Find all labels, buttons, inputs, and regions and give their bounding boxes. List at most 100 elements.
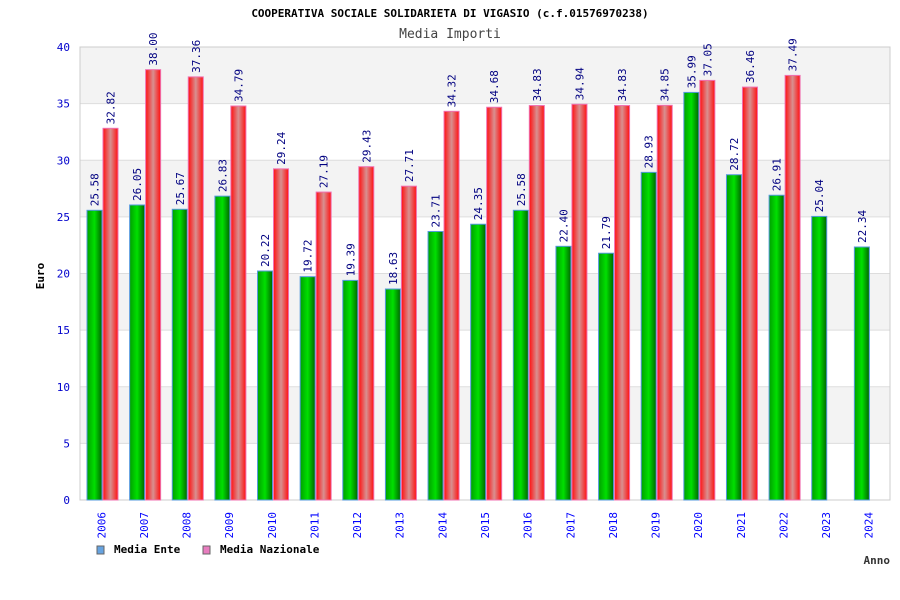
data-label: 19.39 [344, 243, 357, 276]
data-label: 19.72 [302, 240, 315, 273]
x-tick-label: 2012 [351, 512, 364, 539]
bar-media-ente [555, 245, 572, 501]
bar-media-nazionale [145, 69, 162, 501]
bar-media-nazionale [273, 168, 290, 501]
y-tick-label: 35 [57, 98, 70, 111]
chart-title: COOPERATIVA SOCIALE SOLIDARIETA DI VIGAS… [251, 7, 648, 20]
y-tick-label: 5 [63, 437, 70, 450]
bar-media-ente [725, 174, 742, 501]
bar-media-nazionale [187, 76, 204, 501]
x-tick-label: 2017 [564, 512, 577, 539]
data-label: 21.79 [600, 216, 613, 249]
data-label: 27.19 [318, 155, 331, 188]
bar-media-ente [342, 279, 359, 501]
bar-media-ente [86, 209, 103, 501]
bar-media-nazionale [102, 127, 119, 501]
bar-media-ente [683, 91, 700, 501]
bar-media-nazionale [614, 105, 631, 501]
legend-swatch-ente [96, 545, 105, 555]
data-label: 20.22 [259, 234, 272, 267]
bar-media-nazionale [230, 105, 247, 501]
data-label: 37.36 [190, 40, 203, 73]
data-label: 34.32 [446, 74, 459, 107]
bar-media-ente [640, 171, 657, 501]
data-label: 37.49 [787, 38, 800, 71]
data-label: 28.93 [643, 135, 656, 168]
chart-subtitle: Media Importi [399, 27, 501, 42]
x-tick-label: 2023 [820, 512, 833, 539]
y-tick-label: 10 [57, 381, 70, 394]
data-label: 24.35 [472, 187, 485, 220]
bar-media-ente [470, 223, 487, 501]
data-label: 22.40 [557, 209, 570, 242]
y-tick-label: 15 [57, 324, 70, 337]
bar-media-ente [512, 209, 529, 501]
data-label: 36.46 [744, 50, 757, 83]
data-label: 25.58 [89, 173, 102, 206]
bar-media-ente [427, 230, 444, 501]
bar-media-nazionale [784, 74, 801, 501]
legend-swatch-nazionale [202, 545, 211, 555]
x-tick-label: 2018 [607, 512, 620, 539]
bar-media-nazionale [656, 104, 673, 501]
bar-media-ente [171, 208, 188, 501]
bar-media-ente [214, 195, 231, 501]
x-tick-label: 2021 [735, 512, 748, 539]
data-label: 18.63 [387, 252, 400, 285]
data-label: 26.83 [216, 159, 229, 192]
data-label: 25.67 [174, 172, 187, 205]
bar-media-nazionale [400, 185, 417, 501]
data-label: 32.82 [105, 91, 118, 124]
x-tick-label: 2011 [308, 512, 321, 539]
x-axis-label: Anno [864, 554, 891, 567]
x-tick-label: 2006 [95, 512, 108, 539]
bar-media-nazionale [358, 166, 375, 501]
legend-label-nazionale: Media Nazionale [220, 543, 320, 556]
data-label: 34.85 [659, 68, 672, 101]
x-tick-label: 2024 [863, 512, 876, 539]
bar-media-ente [598, 252, 615, 501]
data-label: 27.71 [403, 149, 416, 182]
x-tick-label: 2013 [394, 512, 407, 539]
bar-media-ente [257, 270, 274, 501]
y-tick-label: 20 [57, 268, 70, 281]
legend: Media Ente Media Nazionale [96, 543, 320, 556]
data-label: 34.94 [573, 67, 586, 100]
legend-label-ente: Media Ente [114, 543, 181, 556]
bar-media-nazionale [486, 106, 503, 501]
data-label: 34.68 [488, 70, 501, 103]
bar-media-ente [129, 204, 146, 501]
bar-media-nazionale [699, 79, 716, 501]
data-label: 26.05 [131, 168, 144, 201]
bar-media-ente [768, 194, 785, 501]
data-label: 34.79 [232, 69, 245, 102]
bar-media-ente [853, 246, 870, 501]
bar-media-nazionale [315, 191, 332, 501]
x-tick-label: 2014 [436, 512, 449, 539]
y-axis-label: Euro [34, 262, 47, 289]
data-label: 26.91 [771, 158, 784, 191]
bar-media-nazionale [741, 86, 758, 501]
x-tick-label: 2015 [479, 512, 492, 539]
data-label: 34.83 [531, 68, 544, 101]
x-tick-label: 2010 [266, 512, 279, 539]
x-tick-label: 2022 [777, 512, 790, 539]
data-label: 22.34 [856, 210, 869, 243]
data-label: 34.83 [616, 68, 629, 101]
bar-media-ente [384, 288, 401, 501]
data-label: 23.71 [430, 194, 443, 227]
data-label: 29.24 [275, 131, 288, 164]
y-tick-label: 30 [57, 154, 70, 167]
bar-media-nazionale [528, 105, 545, 501]
data-label: 35.99 [685, 55, 698, 88]
data-label: 25.58 [515, 173, 528, 206]
x-tick-label: 2008 [181, 512, 194, 539]
y-tick-label: 0 [63, 494, 70, 507]
x-tick-label: 2009 [223, 512, 236, 539]
x-tick-label: 2019 [650, 512, 663, 539]
bar-media-ente [299, 276, 316, 501]
bar-media-nazionale [571, 103, 588, 501]
bar-media-ente [811, 215, 828, 501]
